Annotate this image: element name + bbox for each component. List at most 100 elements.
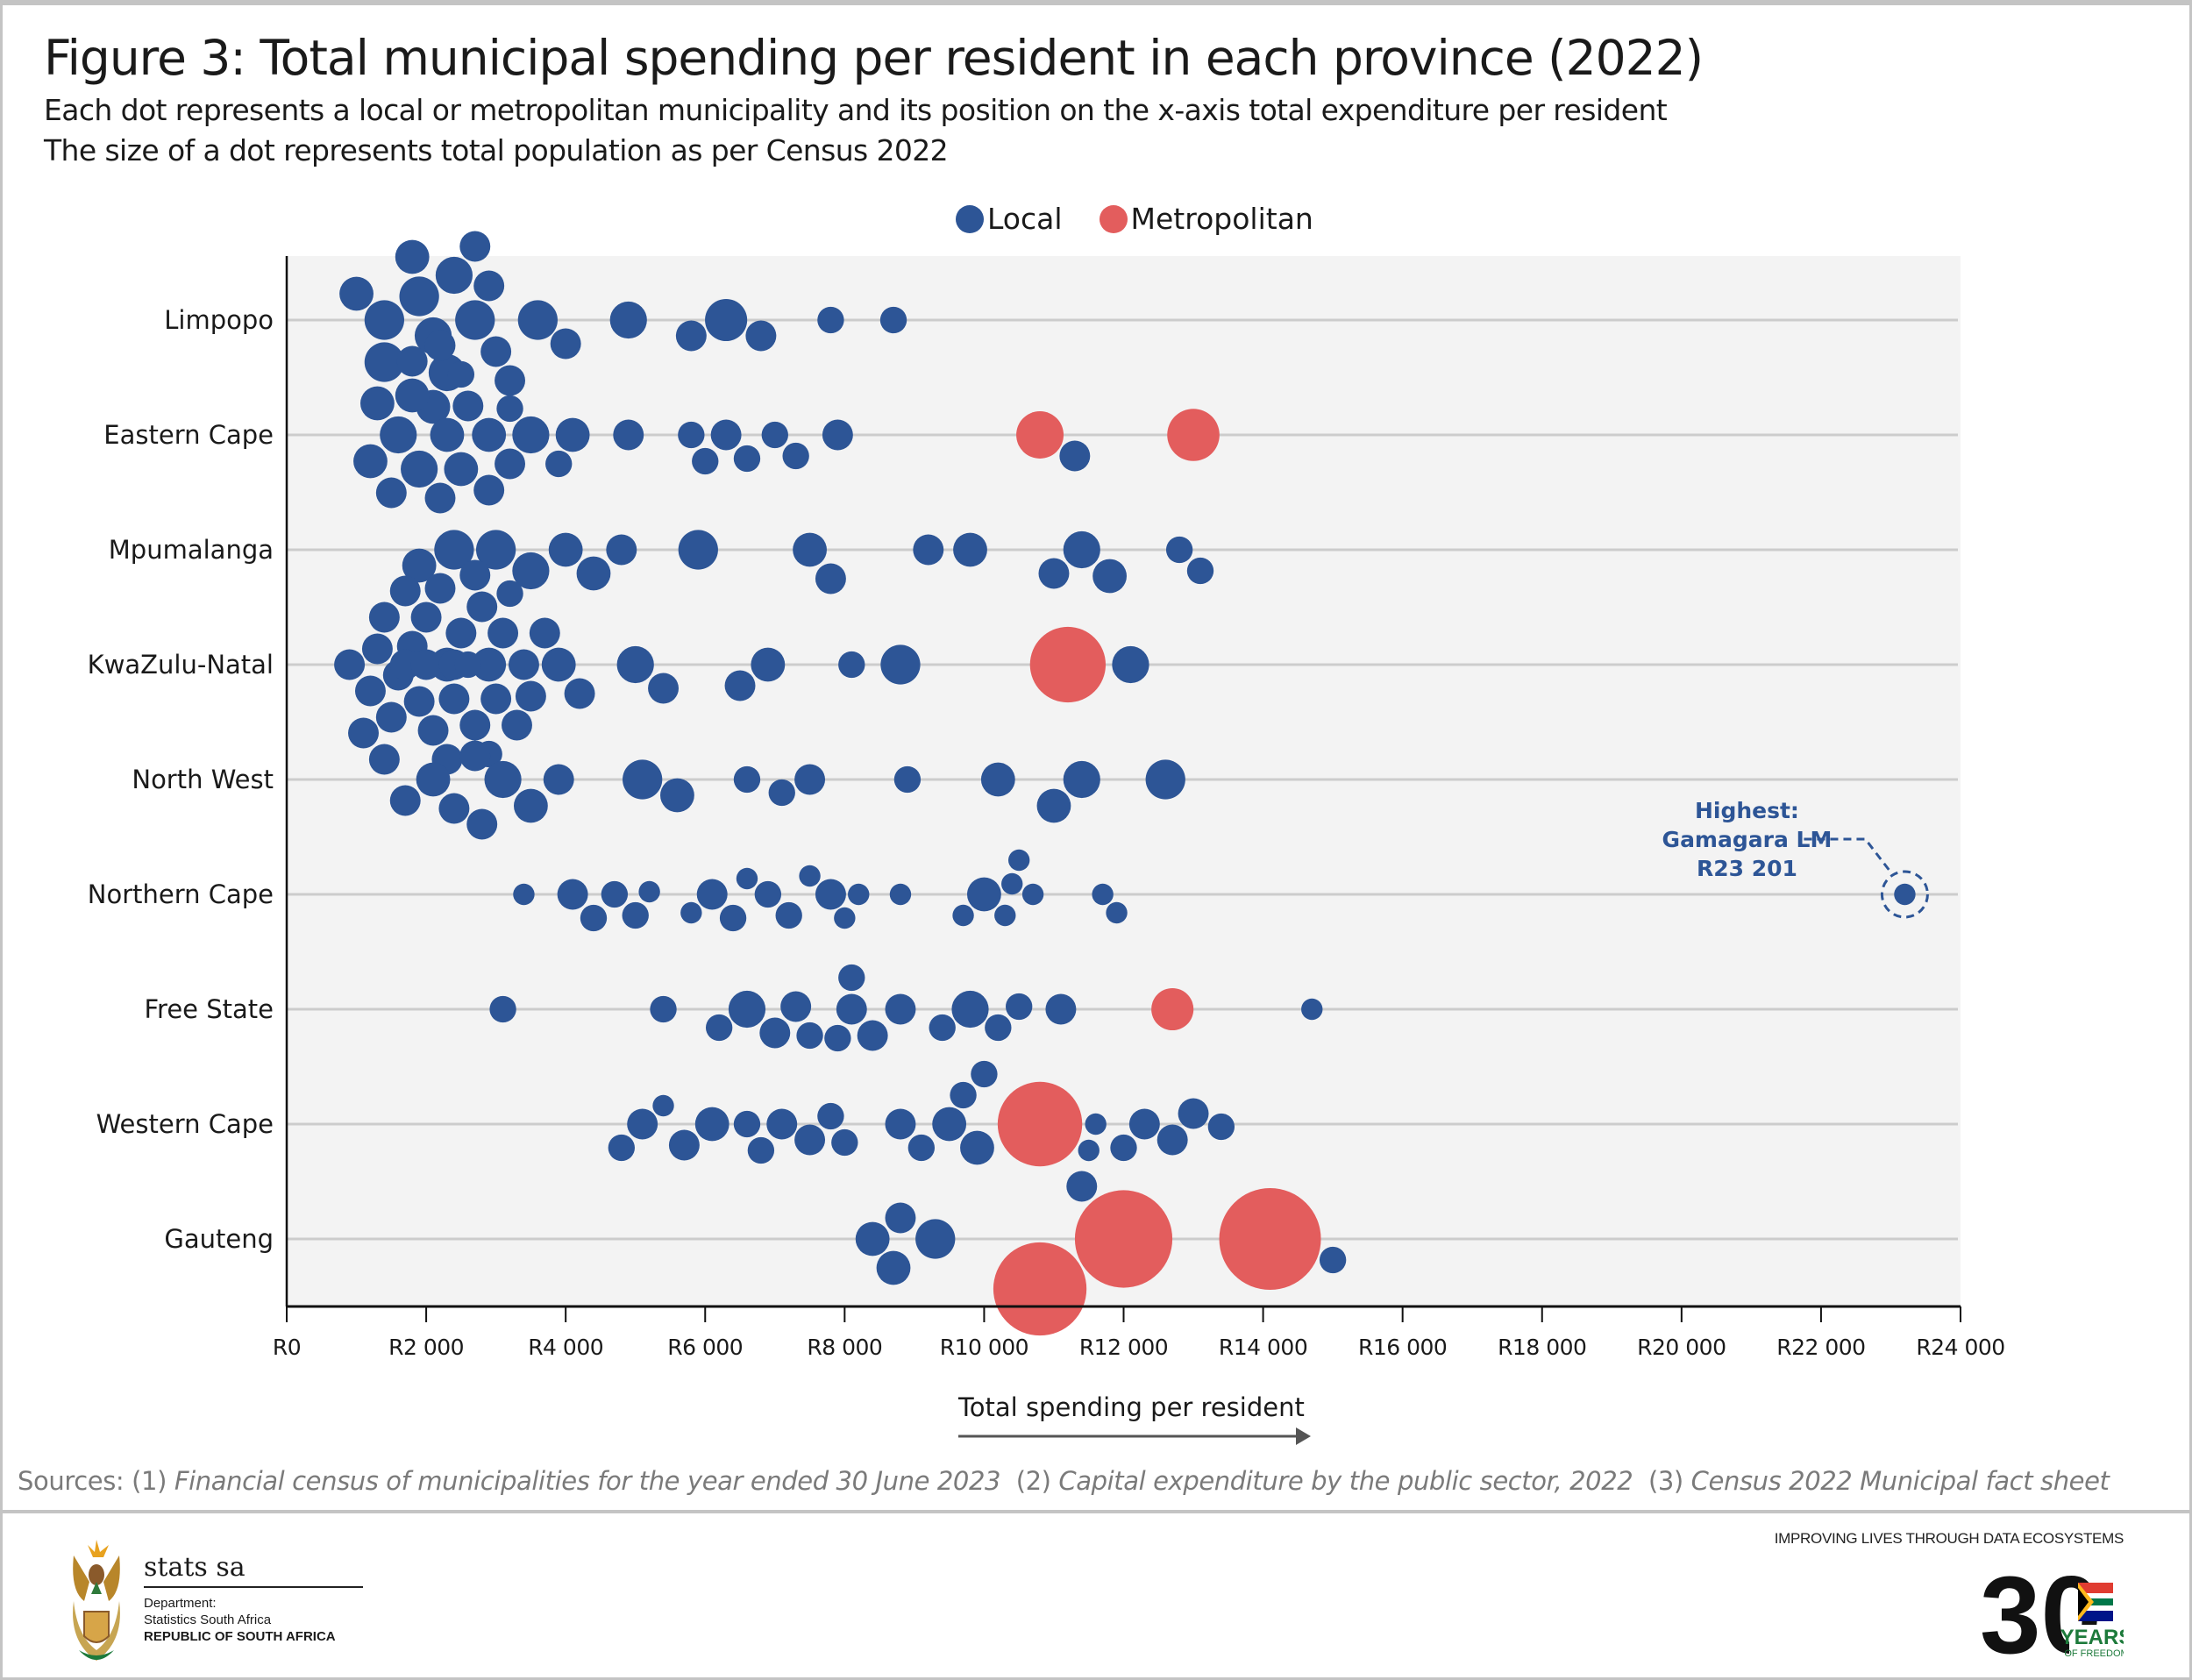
local-municipality-dot — [609, 301, 647, 339]
local-municipality-dot — [724, 670, 756, 701]
y-category-label: KwaZulu-Natal — [88, 650, 274, 680]
local-municipality-dot — [472, 647, 507, 682]
local-municipality-dot — [424, 330, 456, 361]
local-municipality-dot — [857, 1020, 888, 1051]
local-municipality-dot — [876, 1250, 911, 1285]
local-municipality-dot — [513, 788, 548, 823]
stats-sa-logo: stats sa Department: Statistics South Af… — [68, 1536, 363, 1666]
local-municipality-dot — [745, 320, 777, 352]
local-municipality-dot — [606, 534, 637, 566]
annotation-leader-line — [1804, 837, 1893, 874]
y-category-label: Eastern Cape — [103, 420, 274, 450]
local-municipality-dot — [375, 477, 407, 509]
south-africa-flag-icon — [2078, 1583, 2113, 1621]
local-municipality-dot — [733, 765, 761, 794]
local-municipality-dot — [980, 762, 1015, 797]
local-municipality-dot — [564, 678, 595, 709]
local-municipality-dot — [650, 995, 677, 1023]
local-municipality-dot — [334, 649, 366, 680]
local-municipality-dot — [815, 563, 846, 594]
local-municipality-dot — [430, 417, 465, 452]
local-municipality-dot — [893, 765, 922, 794]
local-municipality-dot — [754, 880, 782, 908]
annotation-line-3: R23 201 — [1697, 856, 1797, 881]
local-municipality-dot — [529, 617, 560, 649]
local-municipality-dot — [879, 306, 907, 334]
local-municipality-dot — [848, 883, 870, 906]
local-municipality-dot — [472, 417, 507, 452]
local-municipality-dot — [1178, 1098, 1209, 1129]
source-3: Census 2022 Municipal fact sheet — [1690, 1466, 2110, 1496]
local-municipality-dot — [1186, 557, 1214, 585]
local-municipality-dot — [399, 276, 439, 317]
local-municipality-dot — [836, 993, 867, 1025]
local-municipality-dot — [502, 709, 532, 741]
local-municipality-dot — [824, 1024, 851, 1052]
local-municipality-dot — [648, 673, 679, 704]
local-municipality-dot — [1063, 530, 1100, 569]
source-3-prefix: (3) — [1633, 1466, 1691, 1496]
local-municipality-dot — [751, 647, 786, 682]
metropolitan-municipality-dot — [1167, 409, 1220, 461]
local-municipality-dot — [622, 901, 649, 929]
local-municipality-dot — [705, 1014, 733, 1042]
y-axis-labels: Limpopo Eastern Cape Mpumalanga KwaZulu-Nat… — [88, 305, 274, 1254]
highest-annotation: Highest: Gamagara LM R23 201 — [1662, 798, 1929, 919]
local-municipality-dot — [438, 683, 470, 715]
source-1: Financial census of municipalities for t… — [174, 1466, 1001, 1496]
local-municipality-dot — [889, 883, 912, 906]
local-municipality-dot — [838, 964, 865, 992]
local-municipality-dot — [555, 417, 590, 452]
x-tick-label: R6 000 — [667, 1335, 743, 1360]
local-municipality-dot — [705, 298, 748, 342]
brand-block: stats sa Department: Statistics South Af… — [144, 1536, 363, 1645]
local-municipality-dot — [459, 559, 491, 591]
metropolitan-municipality-dot — [1219, 1188, 1321, 1290]
anniversary-years: YEARS — [2060, 1626, 2124, 1649]
local-municipality-dot — [799, 865, 821, 887]
x-tick-label: R22 000 — [1776, 1335, 1865, 1360]
annotation-highlight-ring — [1880, 870, 1929, 919]
local-municipality-dot — [929, 1014, 956, 1042]
local-municipality-dot — [403, 686, 435, 717]
top-border — [0, 0, 2192, 5]
annotation-line-1: Highest: — [1695, 798, 1799, 823]
sources-label: Sources: (1) — [18, 1466, 174, 1496]
local-municipality-dot — [608, 1134, 635, 1162]
x-tick-label: R4 000 — [528, 1335, 603, 1360]
x-axis-title: Total spending per resident — [958, 1392, 1305, 1422]
local-municipality-dot — [354, 675, 386, 707]
local-municipality-dot — [728, 990, 766, 1029]
local-municipality-dot — [480, 336, 512, 367]
x-tick-label: R24 000 — [1916, 1335, 2004, 1360]
local-municipality-dot — [601, 880, 629, 908]
local-municipality-dot — [780, 991, 812, 1022]
local-municipality-dot — [692, 447, 719, 475]
local-municipality-dot — [710, 419, 742, 451]
legend-swatch-local — [956, 204, 984, 233]
local-municipality-dot — [932, 1107, 967, 1142]
figure-title: Figure 3: Total municipal spending per r… — [44, 30, 1704, 86]
tagline: IMPROVING LIVES THROUGH DATA ECOSYSTEMS — [1774, 1530, 2124, 1547]
local-municipality-dot — [1106, 901, 1128, 924]
legend-item-metropolitan: Metropolitan — [1099, 202, 1313, 236]
local-municipality-dot — [971, 1060, 998, 1088]
local-municipality-dot — [815, 879, 846, 910]
local-municipality-dot — [967, 877, 1001, 912]
x-tick-label: R10 000 — [940, 1335, 1028, 1360]
x-tick-label: R14 000 — [1219, 1335, 1307, 1360]
local-municipality-dot — [675, 320, 707, 352]
local-municipality-dot — [613, 419, 644, 451]
local-municipality-dot — [475, 530, 516, 570]
local-municipality-dot — [368, 744, 400, 775]
local-municipality-dot — [353, 444, 388, 479]
y-category-label: Free State — [144, 994, 274, 1024]
local-municipality-dot — [348, 717, 379, 749]
local-municipality-dot — [761, 421, 788, 449]
metropolitan-municipality-dot — [993, 1242, 1087, 1336]
local-municipality-dot — [417, 715, 449, 746]
local-municipality-dot — [759, 1017, 791, 1049]
legend-swatch-metropolitan — [1099, 204, 1128, 233]
source-2-prefix: (2) — [1000, 1466, 1059, 1496]
local-municipality-dot — [380, 416, 417, 454]
